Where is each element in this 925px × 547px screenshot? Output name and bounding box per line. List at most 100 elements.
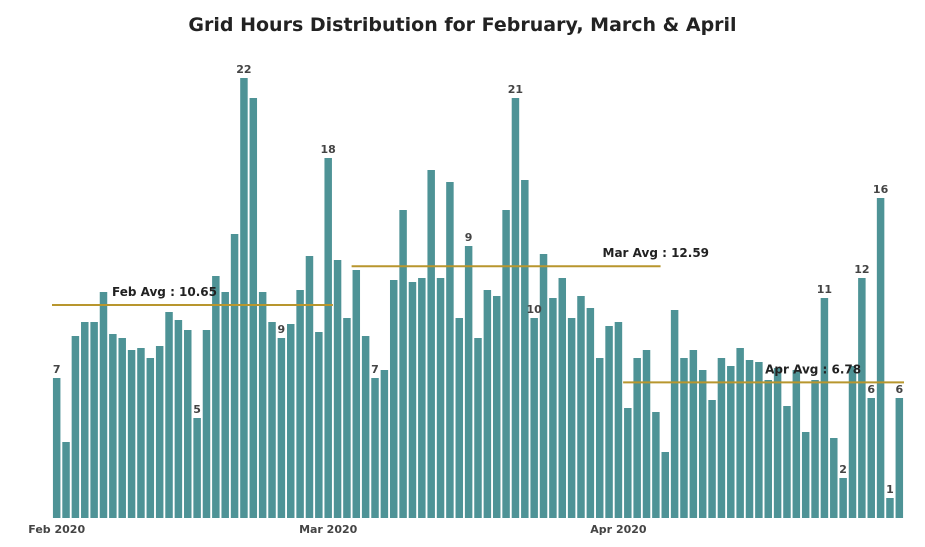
bar-61 xyxy=(624,408,632,518)
bar-77 xyxy=(773,368,782,518)
bar-87 xyxy=(867,398,875,518)
bar-28 xyxy=(315,332,323,518)
bar-86 xyxy=(858,278,866,518)
bar-17 xyxy=(212,276,220,518)
bars-layer xyxy=(52,78,904,518)
bar-12 xyxy=(165,312,173,518)
bar-85 xyxy=(848,366,857,518)
data-label-20: 22 xyxy=(236,63,251,76)
x-tick-label-2: Apr 2020 xyxy=(590,523,647,536)
data-label-24: 9 xyxy=(278,323,286,336)
bar-69 xyxy=(698,370,707,518)
bar-45 xyxy=(474,338,482,518)
bar-58 xyxy=(595,358,604,518)
bar-25 xyxy=(287,324,295,518)
data-label-49: 21 xyxy=(508,83,523,96)
bar-78 xyxy=(783,406,791,518)
bar-26 xyxy=(296,290,304,518)
bar-59 xyxy=(605,326,613,518)
bar-88 xyxy=(876,198,885,518)
bar-33 xyxy=(361,336,370,518)
bar-66 xyxy=(670,310,679,518)
bar-9 xyxy=(137,348,145,518)
bar-74 xyxy=(745,360,754,518)
bar-19 xyxy=(230,234,239,518)
bar-8 xyxy=(127,350,136,518)
bar-63 xyxy=(642,350,651,518)
bar-36 xyxy=(389,280,398,518)
data-label-84: 2 xyxy=(839,463,847,476)
bar-15 xyxy=(193,418,201,518)
bar-4 xyxy=(90,322,98,518)
x-tick-label-0: Feb 2020 xyxy=(28,523,85,536)
bar-3 xyxy=(81,322,89,518)
data-label-44: 9 xyxy=(465,231,473,244)
bar-5 xyxy=(99,292,108,518)
bar-53 xyxy=(549,298,557,518)
bar-50 xyxy=(521,180,529,518)
bar-37 xyxy=(399,210,407,518)
bar-46 xyxy=(483,290,492,518)
bar-6 xyxy=(109,334,117,518)
bar-82 xyxy=(820,298,829,518)
bar-48 xyxy=(502,210,510,518)
bar-55 xyxy=(567,318,576,518)
bar-76 xyxy=(764,380,772,518)
bar-65 xyxy=(661,452,669,518)
bar-7 xyxy=(118,338,126,518)
bar-23 xyxy=(268,322,276,518)
bar-16 xyxy=(202,330,211,518)
bar-31 xyxy=(343,318,351,518)
bar-52 xyxy=(539,254,548,518)
bar-71 xyxy=(717,358,726,518)
x-tick-label-1: Mar 2020 xyxy=(299,523,358,536)
data-label-87: 6 xyxy=(867,383,875,396)
bar-29 xyxy=(324,158,332,518)
bar-22 xyxy=(258,292,267,518)
avg-label-1: Mar Avg : 12.59 xyxy=(603,246,710,260)
bar-20 xyxy=(240,78,248,518)
data-label-86: 12 xyxy=(854,263,869,276)
ticks-layer: Feb 2020 Mar 2020 Apr 2020 xyxy=(28,523,647,536)
bar-35 xyxy=(380,370,389,518)
bar-18 xyxy=(221,292,229,518)
bar-60 xyxy=(614,322,623,518)
bar-39 xyxy=(418,278,426,518)
bar-44 xyxy=(464,246,473,518)
bar-41 xyxy=(436,278,445,518)
data-label-82: 11 xyxy=(817,283,832,296)
avg-label-2: Apr Avg : 6.78 xyxy=(765,362,861,376)
bar-79 xyxy=(792,370,801,518)
chart-title: Grid Hours Distribution for February, Ma… xyxy=(188,14,737,36)
bar-70 xyxy=(708,400,716,518)
bar-21 xyxy=(249,98,258,518)
bar-84 xyxy=(839,478,847,518)
bar-62 xyxy=(633,358,641,518)
bar-10 xyxy=(146,358,155,518)
data-label-0: 7 xyxy=(53,363,61,376)
bar-32 xyxy=(352,270,361,518)
data-label-89: 1 xyxy=(886,483,894,496)
bar-34 xyxy=(371,378,379,518)
bar-13 xyxy=(174,320,183,518)
bar-83 xyxy=(830,438,838,518)
data-label-15: 5 xyxy=(193,403,201,416)
bar-80 xyxy=(801,432,810,518)
bar-27 xyxy=(305,256,314,518)
data-label-88: 16 xyxy=(873,183,889,196)
bar-57 xyxy=(586,308,595,518)
bar-64 xyxy=(652,412,660,518)
bar-47 xyxy=(492,296,501,518)
bar-24 xyxy=(277,338,286,518)
bar-90 xyxy=(895,398,904,518)
bar-0 xyxy=(52,378,61,518)
bar-51 xyxy=(530,318,538,518)
bar-72 xyxy=(727,366,735,518)
data-label-51: 10 xyxy=(527,303,543,316)
bar-89 xyxy=(886,498,894,518)
bar-14 xyxy=(184,330,192,518)
bar-49 xyxy=(511,98,520,518)
